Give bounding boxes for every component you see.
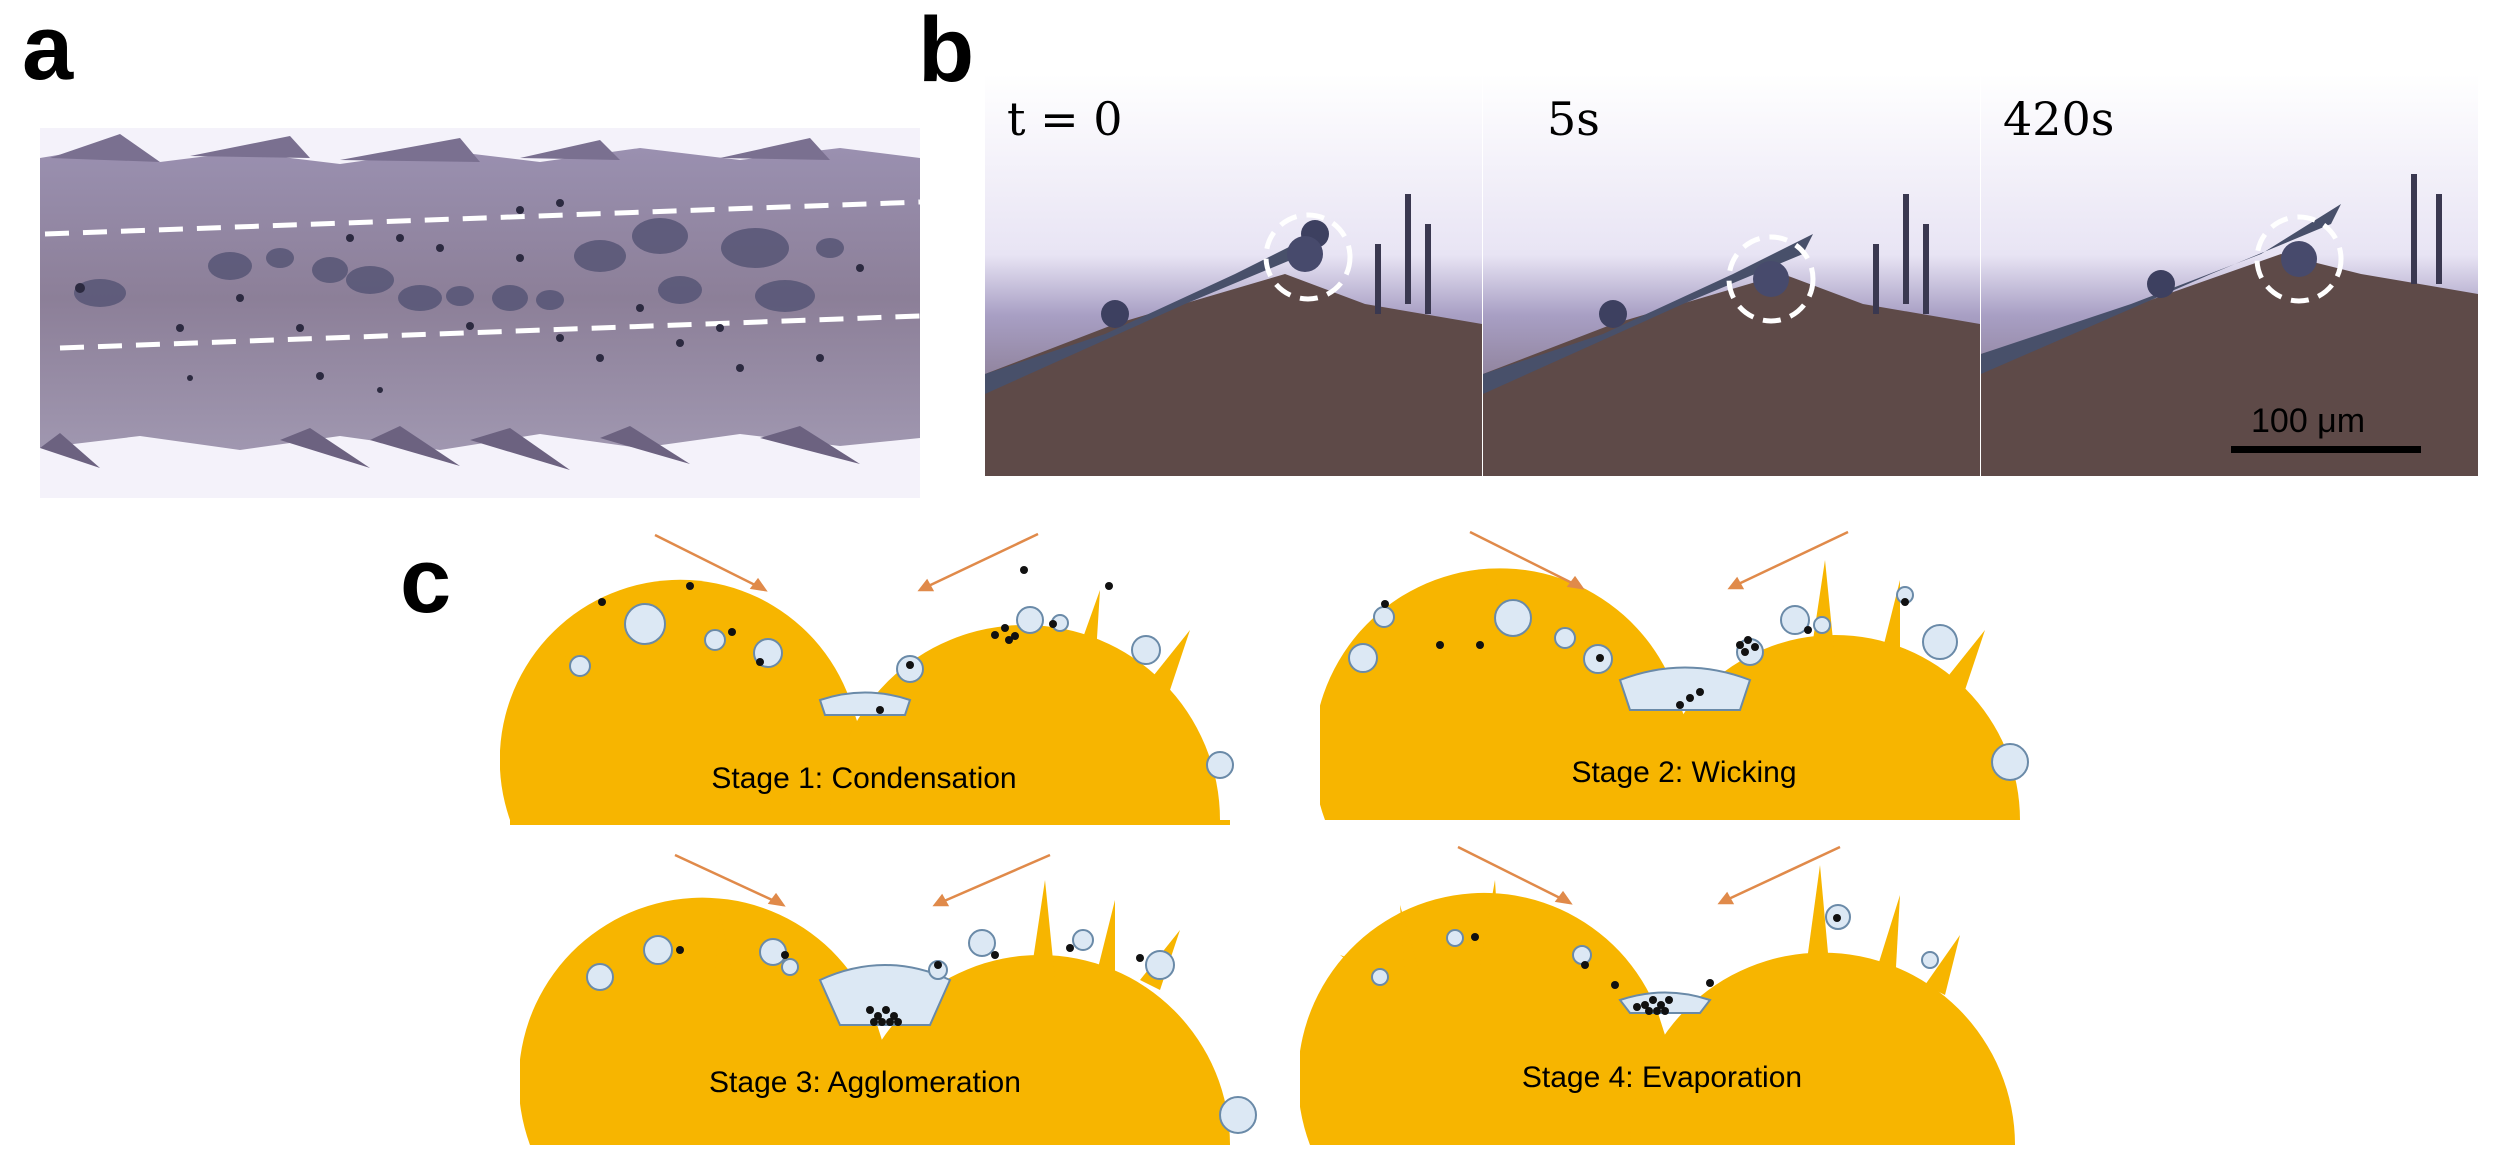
stage-4-label: Stage 4: Evaporation xyxy=(1522,1061,1802,1094)
panel-label-b: b xyxy=(918,0,975,101)
frame-label-t0: t = 0 xyxy=(1007,92,1123,146)
scale-bar-label: 100 μm xyxy=(2251,402,2366,440)
stage-2-label: Stage 2: Wicking xyxy=(1571,756,1796,789)
frame-t0: t = 0 xyxy=(985,74,1482,476)
stage-3-diagram: Stage 3: Agglomeration xyxy=(520,840,1280,1150)
frame-label-5s: 5s xyxy=(1547,92,1600,146)
frame-label-420s: 420s xyxy=(2003,92,2115,146)
fiber-micrograph xyxy=(40,128,920,498)
stage-2-diagram: Stage 2: Wicking xyxy=(1320,520,2080,830)
stage-3-label: Stage 3: Agglomeration xyxy=(709,1066,1021,1099)
timelapse-panel: t = 0 5s xyxy=(0,0,2496,480)
frame-420s: 420s 100 μm xyxy=(1981,74,2478,476)
frame-5s: 5s xyxy=(1483,74,1980,476)
panel-label-c: c xyxy=(400,530,452,632)
panel-label-a: a xyxy=(22,0,74,99)
stage-1-label: Stage 1: Condensation xyxy=(711,762,1016,795)
stage-4-diagram: Stage 4: Evaporation xyxy=(1300,835,2060,1145)
stage-1-diagram: Stage 1: Condensation xyxy=(500,520,1260,830)
